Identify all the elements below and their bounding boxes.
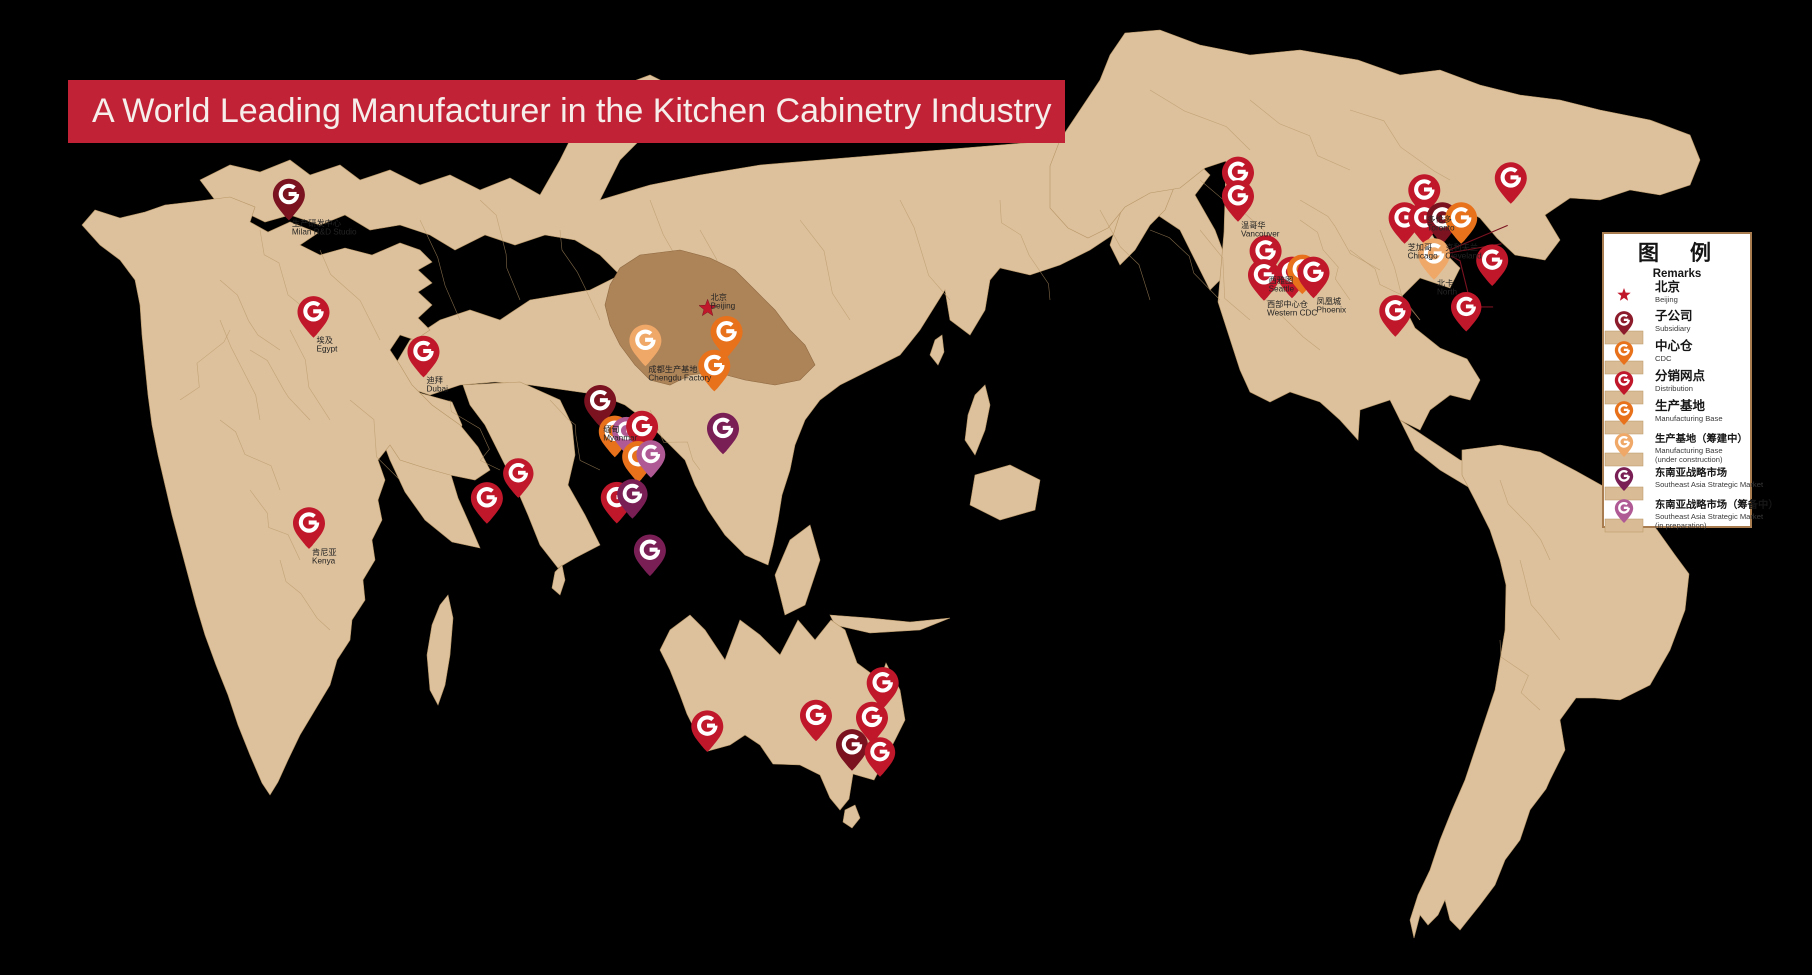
svg-text:Myanmar: Myanmar bbox=[603, 434, 637, 443]
svg-text:温哥华: 温哥华 bbox=[1241, 220, 1266, 230]
svg-text:图 例: 图 例 bbox=[1638, 241, 1716, 265]
svg-text:中心仓: 中心仓 bbox=[1655, 338, 1693, 353]
svg-text:Cleveland: Cleveland bbox=[1445, 252, 1482, 261]
svg-text:迪拜: 迪拜 bbox=[427, 375, 443, 385]
svg-text:North: North bbox=[1437, 288, 1457, 297]
svg-text:Dubai: Dubai bbox=[427, 385, 449, 394]
svg-text:生产基地（筹建中）: 生产基地（筹建中） bbox=[1655, 432, 1748, 445]
svg-text:Manufacturing Base: Manufacturing Base bbox=[1655, 446, 1723, 455]
svg-text:Manufacturing Base: Manufacturing Base bbox=[1655, 414, 1723, 423]
svg-text:Subsidiary: Subsidiary bbox=[1655, 324, 1691, 333]
svg-text:埃及: 埃及 bbox=[317, 335, 333, 345]
svg-text:(in preparation): (in preparation) bbox=[1655, 521, 1707, 530]
svg-text:成都生产基地: 成都生产基地 bbox=[648, 364, 697, 374]
svg-text:Vancouver: Vancouver bbox=[1241, 230, 1280, 239]
svg-text:生产研发中心: 生产研发中心 bbox=[292, 218, 341, 228]
svg-text:Southeast Asia Strategic Marke: Southeast Asia Strategic Market bbox=[1655, 480, 1764, 489]
svg-text:Kenya: Kenya bbox=[312, 557, 336, 566]
svg-text:凤凰城: 凤凰城 bbox=[1317, 297, 1342, 306]
svg-text:生产基地: 生产基地 bbox=[1655, 398, 1706, 413]
svg-text:A World Leading Manufacturer i: A World Leading Manufacturer in the Kitc… bbox=[92, 92, 1051, 130]
svg-text:(under construction): (under construction) bbox=[1655, 455, 1723, 464]
svg-text:Beijing: Beijing bbox=[711, 302, 736, 311]
svg-text:多伦多: 多伦多 bbox=[1427, 214, 1452, 224]
svg-text:Chicago: Chicago bbox=[1408, 252, 1438, 261]
svg-text:西雅图: 西雅图 bbox=[1269, 275, 1294, 285]
svg-text:Chengdu Factory: Chengdu Factory bbox=[648, 374, 712, 383]
svg-text:分销网点: 分销网点 bbox=[1655, 368, 1706, 383]
svg-text:缅甸: 缅甸 bbox=[603, 424, 619, 434]
svg-text:北京: 北京 bbox=[1655, 279, 1681, 294]
svg-text:子公司: 子公司 bbox=[1655, 309, 1693, 323]
svg-text:Seattle: Seattle bbox=[1269, 285, 1295, 294]
svg-text:北卡: 北卡 bbox=[1437, 278, 1453, 288]
svg-text:东南亚战略市场（筹备中）: 东南亚战略市场（筹备中） bbox=[1655, 498, 1779, 511]
svg-text:Beijing: Beijing bbox=[1655, 295, 1678, 304]
svg-text:Phoenix: Phoenix bbox=[1317, 306, 1347, 315]
svg-text:Toronto: Toronto bbox=[1427, 224, 1455, 233]
svg-text:Milan R&D Studio: Milan R&D Studio bbox=[292, 228, 357, 237]
svg-text:Egypt: Egypt bbox=[317, 345, 339, 354]
svg-text:肯尼亚: 肯尼亚 bbox=[312, 547, 337, 557]
svg-text:芝加哥: 芝加哥 bbox=[1408, 242, 1433, 252]
svg-text:北京: 北京 bbox=[711, 292, 727, 302]
svg-text:东南亚战略市场: 东南亚战略市场 bbox=[1655, 466, 1727, 479]
svg-text:克利夫兰: 克利夫兰 bbox=[1445, 242, 1478, 252]
svg-text:西部中心仓: 西部中心仓 bbox=[1267, 299, 1308, 309]
svg-text:Southeast Asia Strategic Marke: Southeast Asia Strategic Market bbox=[1655, 512, 1764, 521]
svg-text:CDC: CDC bbox=[1655, 354, 1672, 363]
svg-text:Distribution: Distribution bbox=[1655, 384, 1693, 393]
svg-text:Remarks: Remarks bbox=[1653, 268, 1702, 280]
svg-text:Western CDC: Western CDC bbox=[1267, 309, 1317, 318]
